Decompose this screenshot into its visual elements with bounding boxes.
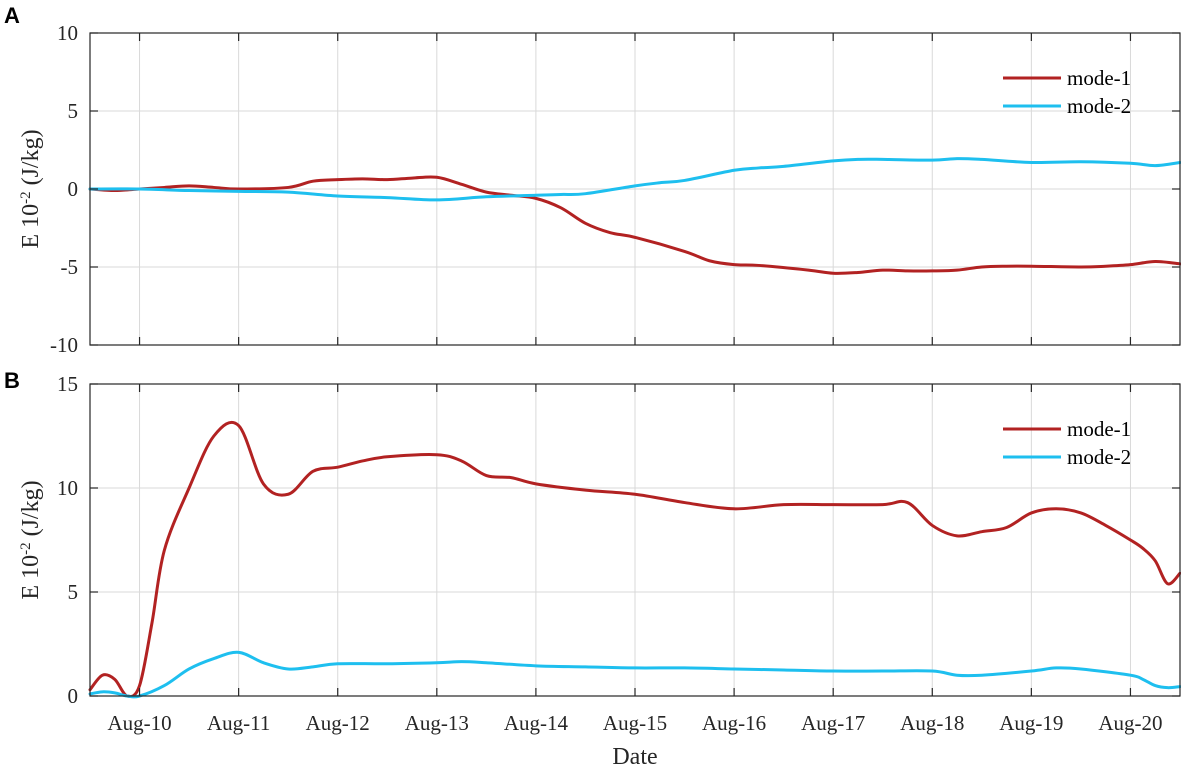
panel-b-ytick-label: 0 (68, 684, 79, 708)
panel-b-xtick-label: Aug-14 (504, 711, 569, 735)
panel-b-legend-label-mode-1: mode-1 (1067, 417, 1131, 441)
panel-a-legend-label-mode-2: mode-2 (1067, 94, 1131, 118)
panel-a-legend-label-mode-1: mode-1 (1067, 66, 1131, 90)
panel-b-ytick-label: 5 (68, 580, 79, 604)
panel-b-xtick-label: Aug-16 (702, 711, 766, 735)
panel-b-xtick-label: Aug-18 (900, 711, 964, 735)
panel-a-legend: mode-1 mode-2 (1003, 66, 1131, 118)
panel-b: B Aug-10 Aug-11 Aug-12 Aug-13 Aug-14 Aug-15 Au… (4, 368, 1181, 767)
panel-a-series-mode-1-line (88, 175, 1181, 275)
panel-b-xtick-label: Aug-17 (801, 711, 865, 735)
panel-b-ytick-label: 15 (57, 372, 78, 396)
panel-b-xtick-label: Aug-10 (107, 711, 171, 735)
panel-a-series-mode-2-line (88, 157, 1181, 202)
panel-b-xtick-label: Aug-12 (306, 711, 370, 735)
panel-b-letter: B (4, 368, 20, 393)
panel-b-xtick-label: Aug-11 (207, 711, 270, 735)
panel-b-ytick-label: 10 (57, 476, 78, 500)
panel-b-xtick-label: Aug-19 (999, 711, 1063, 735)
panel-b-legend: mode-1 mode-2 (1003, 417, 1131, 469)
panel-a-y-axis-label: E 10-2 (J/kg) (18, 129, 44, 248)
panel-b-xtick-label: Aug-15 (603, 711, 667, 735)
panel-b-xtick-label: Aug-13 (405, 711, 469, 735)
panel-a-ytick-label: 10 (57, 21, 78, 45)
panel-a-letter: A (4, 3, 20, 28)
panel-b-x-axis-label: Date (612, 744, 657, 767)
panel-a-ytick-label: 5 (68, 99, 79, 123)
panel-b-legend-label-mode-2: mode-2 (1067, 445, 1131, 469)
panel-a-ytick-label: -5 (61, 255, 79, 279)
panel-a: A -10 -5 0 5 10 E 10-2 (J/kg) mode-1 mode-2 (4, 3, 1181, 357)
panel-b-y-axis-label: E 10-2 (J/kg) (18, 480, 44, 599)
panel-b-series-mode-2-line (88, 650, 1181, 699)
panel-a-ytick-label: 0 (68, 177, 79, 201)
panel-a-ytick-label: -10 (50, 333, 78, 357)
panel-b-series-mode-1-line (88, 420, 1181, 699)
panel-b-xtick-label: Aug-20 (1098, 711, 1162, 735)
